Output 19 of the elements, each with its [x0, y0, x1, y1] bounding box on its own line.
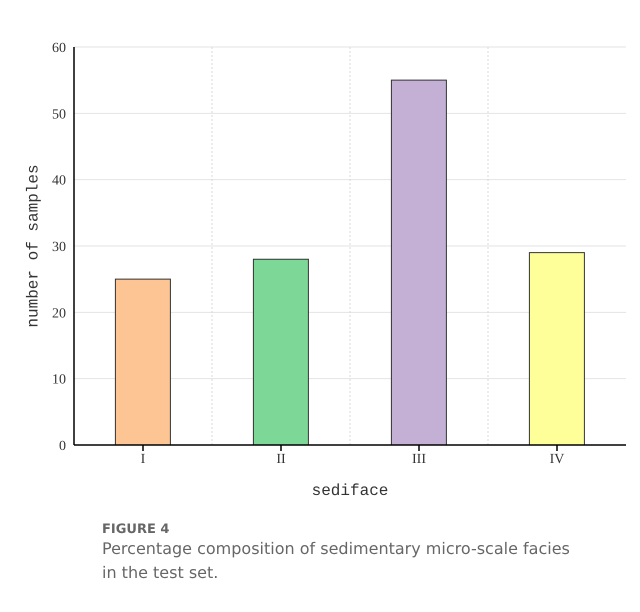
- y-tick-label: 30: [52, 240, 66, 255]
- y-tick-label: 10: [52, 372, 66, 388]
- y-tick-label: 20: [52, 306, 66, 322]
- text: Percentage composition of sedimentary micro-scale facies in the test set.: [102, 538, 571, 584]
- y-tick-label: 50: [52, 107, 66, 122]
- y-tick-label: 60: [52, 40, 66, 56]
- bar: [390, 80, 447, 445]
- x-tick-label: II: [276, 452, 286, 467]
- bar: [252, 258, 309, 445]
- x-tick-label: IV: [550, 452, 564, 467]
- caption: FIGURE 4: [102, 522, 170, 537]
- x-axis-title: sediface: [312, 482, 388, 500]
- y-tick-label: 40: [52, 174, 66, 189]
- y-tick-label: 0: [59, 438, 66, 454]
- x-tick-label: I: [140, 452, 146, 467]
- bar: [114, 278, 171, 445]
- y-axis-title: number of samples: [24, 164, 43, 328]
- x-tick-label: III: [412, 452, 426, 467]
- bar: [528, 252, 585, 445]
